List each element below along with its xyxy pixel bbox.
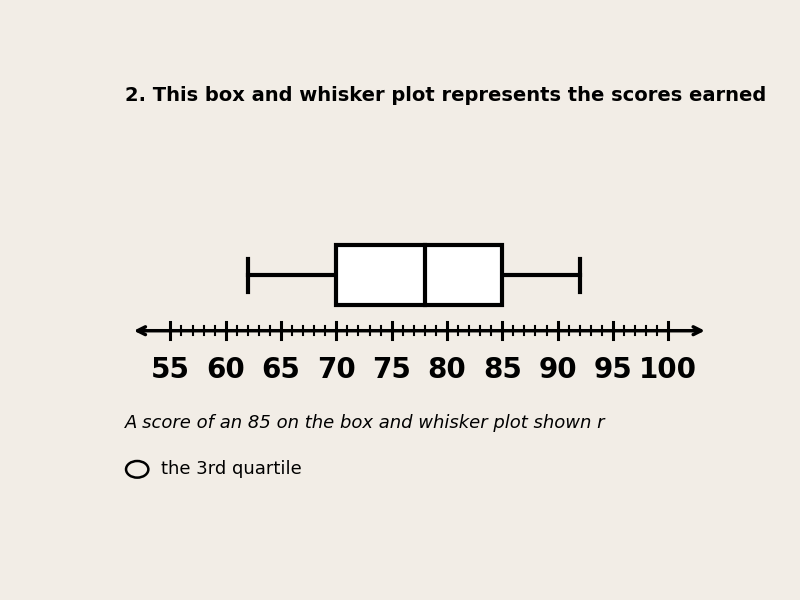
Text: A score of an 85 on the box and whisker plot shown r: A score of an 85 on the box and whisker … (125, 414, 606, 432)
Text: 75: 75 (372, 356, 411, 384)
Text: 90: 90 (538, 356, 577, 384)
Text: 55: 55 (151, 356, 190, 384)
Text: the 3rd quartile: the 3rd quartile (161, 460, 302, 478)
Text: 65: 65 (262, 356, 301, 384)
Text: 70: 70 (317, 356, 356, 384)
Text: 100: 100 (639, 356, 698, 384)
Text: 80: 80 (427, 356, 466, 384)
FancyBboxPatch shape (336, 245, 502, 305)
Text: 95: 95 (594, 356, 632, 384)
Text: 60: 60 (206, 356, 245, 384)
Text: 2. This box and whisker plot represents the scores earned: 2. This box and whisker plot represents … (125, 86, 766, 105)
Text: 85: 85 (483, 356, 522, 384)
